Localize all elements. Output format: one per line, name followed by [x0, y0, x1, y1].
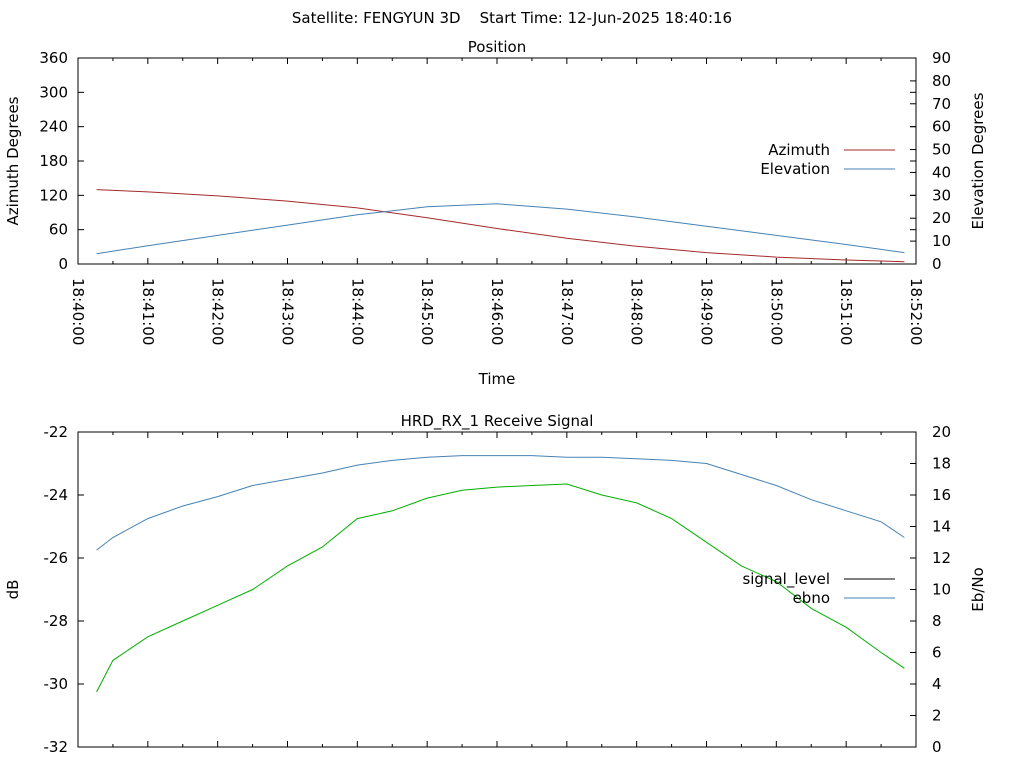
y-tick-label: -28	[44, 612, 69, 630]
y-tick-label: 360	[39, 49, 68, 67]
y-tick-label: -26	[44, 549, 69, 567]
y-axis-label: dB	[4, 580, 22, 600]
y-tick-label: -32	[44, 738, 69, 756]
y2-tick-label: 6	[932, 644, 942, 662]
x-tick-label: 18:41:00	[139, 278, 157, 345]
y2-tick-label: 40	[932, 163, 951, 181]
y-tick-label: 300	[39, 83, 68, 101]
x-tick-label: 18:52:00	[907, 278, 925, 345]
chart-title: Position	[468, 38, 526, 56]
y2-tick-label: 4	[932, 675, 942, 693]
y2-tick-label: 18	[932, 455, 951, 473]
y2-tick-label: 50	[932, 141, 951, 159]
y-tick-label: 0	[58, 255, 68, 273]
x-tick-label: 18:51:00	[837, 278, 855, 345]
header-title: Satellite: FENGYUN 3D Start Time: 12-Jun…	[292, 9, 732, 27]
x-tick-label: 18:49:00	[698, 278, 716, 345]
y2-tick-label: 12	[932, 549, 951, 567]
series-line	[96, 203, 905, 255]
x-tick-label: 18:48:00	[628, 278, 646, 345]
y2-tick-label: 0	[932, 255, 942, 273]
y-tick-label: 240	[39, 118, 68, 136]
series-line	[96, 189, 905, 263]
x-tick-label: 18:42:00	[209, 278, 227, 345]
x-tick-label: 18:43:00	[279, 278, 297, 345]
y2-tick-label: 8	[932, 612, 942, 630]
y-axis-label: Azimuth Degrees	[4, 96, 22, 225]
legend-label: Azimuth	[768, 141, 830, 159]
y2-tick-label: 20	[932, 209, 951, 227]
y-tick-label: -30	[44, 675, 69, 693]
series-line	[96, 483, 905, 693]
x-tick-label: 18:47:00	[558, 278, 576, 345]
y2-tick-label: 14	[932, 518, 951, 536]
y2-tick-label: 70	[932, 95, 951, 113]
y2-tick-label: 2	[932, 707, 942, 725]
y2-tick-label: 16	[932, 486, 951, 504]
y2-tick-label: 80	[932, 72, 951, 90]
y2-axis-label: Elevation Degrees	[969, 92, 987, 229]
chart-title: HRD_RX_1 Receive Signal	[401, 412, 594, 431]
y2-tick-label: 0	[932, 738, 942, 756]
y2-tick-label: 60	[932, 118, 951, 136]
x-axis-label: Time	[478, 370, 516, 388]
y2-axis-label: Eb/No	[969, 567, 987, 611]
x-tick-label: 18:44:00	[348, 278, 366, 345]
x-tick-label: 18:45:00	[418, 278, 436, 345]
y-tick-label: 60	[49, 221, 68, 239]
legend-label: signal_level	[742, 570, 830, 589]
x-tick-label: 18:50:00	[767, 278, 785, 345]
y-tick-label: -24	[44, 486, 69, 504]
legend-label: Elevation	[760, 160, 830, 178]
y2-tick-label: 30	[932, 186, 951, 204]
x-tick-label: 18:40:00	[69, 278, 87, 345]
y2-tick-label: 10	[932, 232, 951, 250]
y-tick-label: 180	[39, 152, 68, 170]
y-tick-label: -22	[44, 423, 69, 441]
x-tick-label: 18:46:00	[488, 278, 506, 345]
y2-tick-label: 10	[932, 581, 951, 599]
y-tick-label: 120	[39, 186, 68, 204]
y2-tick-label: 90	[932, 49, 951, 67]
plot-frame	[77, 431, 917, 748]
legend-label: ebno	[793, 589, 830, 607]
series-line	[96, 455, 905, 551]
y2-tick-label: 20	[932, 423, 951, 441]
